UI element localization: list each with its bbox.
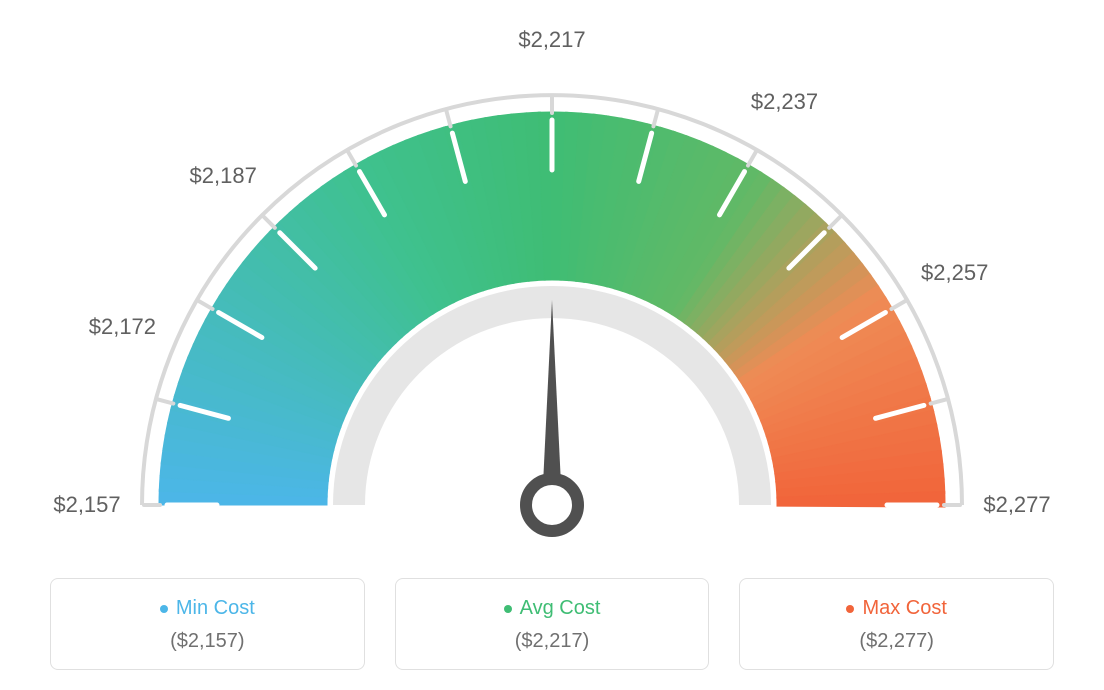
gauge-tick-label: $2,217 xyxy=(518,27,585,53)
gauge-tick-label: $2,257 xyxy=(921,260,988,286)
legend-card-min: Min Cost ($2,157) xyxy=(50,578,365,670)
legend-avg-label: Avg Cost xyxy=(520,597,601,619)
gauge-tick-label: $2,237 xyxy=(751,89,818,115)
legend-avg-dot xyxy=(504,605,512,613)
legend-min-dot xyxy=(160,605,168,613)
legend-row: Min Cost ($2,157) Avg Cost ($2,217) Max … xyxy=(50,578,1054,670)
gauge-tick-label: $2,172 xyxy=(89,314,156,340)
legend-card-avg: Avg Cost ($2,217) xyxy=(395,578,710,670)
legend-max-label: Max Cost xyxy=(862,597,946,619)
legend-avg-title: Avg Cost xyxy=(416,597,689,620)
legend-avg-value: ($2,217) xyxy=(416,630,689,653)
legend-min-value: ($2,157) xyxy=(71,630,344,653)
legend-max-dot xyxy=(846,605,854,613)
legend-min-title: Min Cost xyxy=(71,597,344,620)
gauge-tick-label: $2,187 xyxy=(190,163,257,189)
legend-card-max: Max Cost ($2,277) xyxy=(739,578,1054,670)
gauge-tick-label: $2,277 xyxy=(983,492,1050,518)
legend-max-value: ($2,277) xyxy=(760,630,1033,653)
gauge-area: $2,157 $2,172 $2,187 $2,217 $2,237 $2,257 $2,2… xyxy=(0,0,1104,560)
legend-max-title: Max Cost xyxy=(760,597,1033,620)
legend-min-label: Min Cost xyxy=(176,597,255,619)
gauge-chart-container: $2,157 $2,172 $2,187 $2,217 $2,237 $2,257 $2,2… xyxy=(0,0,1104,690)
gauge-tick-label: $2,157 xyxy=(53,492,120,518)
